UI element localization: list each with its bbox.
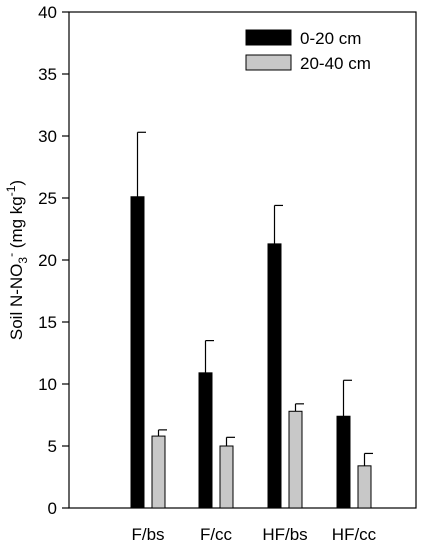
y-tick-label: 20 [38, 251, 57, 270]
x-tick-label: F/bs [131, 525, 164, 544]
y-tick-label: 30 [38, 127, 57, 146]
bar-depth-20-40-2 [288, 410, 303, 509]
bar-depth-0-20-3 [336, 415, 351, 509]
x-tick-label: HF/bs [262, 525, 307, 544]
bar-depth-0-20-0 [130, 196, 145, 509]
y-tick-label: 0 [48, 499, 57, 518]
x-tick-label: F/cc [200, 525, 233, 544]
legend-label-1: 20-40 cm [300, 54, 371, 73]
y-axis-title-close: ) [7, 180, 26, 186]
bar-depth-0-20-1 [198, 372, 213, 509]
y-tick-label: 35 [38, 65, 57, 84]
x-axis: F/bs F/cc HF/bs HF/cc [131, 525, 376, 544]
legend-swatch-1 [245, 54, 292, 71]
y-tick-label: 5 [48, 437, 57, 456]
legend-swatch-0 [245, 29, 292, 46]
plot-frame [68, 11, 417, 509]
y-axis-title-unit: (mg kg [7, 196, 26, 253]
y-axis-title-subscript: 3 [16, 257, 30, 264]
y-tick-label: 15 [38, 313, 57, 332]
bar-depth-0-20-2 [267, 243, 282, 509]
legend: 0-20 cm 20-40 cm [245, 29, 371, 73]
y-axis-title-main: Soil N-NO [7, 264, 26, 341]
x-tick-label: HF/cc [332, 525, 377, 544]
bar-depth-20-40-0 [151, 435, 166, 509]
bar-depth-20-40-3 [357, 465, 372, 509]
y-axis-title-superscript: - [4, 253, 18, 257]
y-tick-label: 40 [38, 3, 57, 22]
y-axis: 0 5 10 15 20 25 30 35 40 [38, 3, 69, 518]
legend-label-0: 0-20 cm [300, 29, 361, 48]
bar-depth-20-40-1 [219, 445, 234, 509]
y-axis-title-unit-superscript: -1 [4, 185, 18, 196]
y-tick-label: 10 [38, 375, 57, 394]
y-tick-label: 25 [38, 189, 57, 208]
bar-series [130, 131, 373, 509]
y-axis-title: Soil N-NO3- (mg kg-1) [4, 180, 30, 340]
